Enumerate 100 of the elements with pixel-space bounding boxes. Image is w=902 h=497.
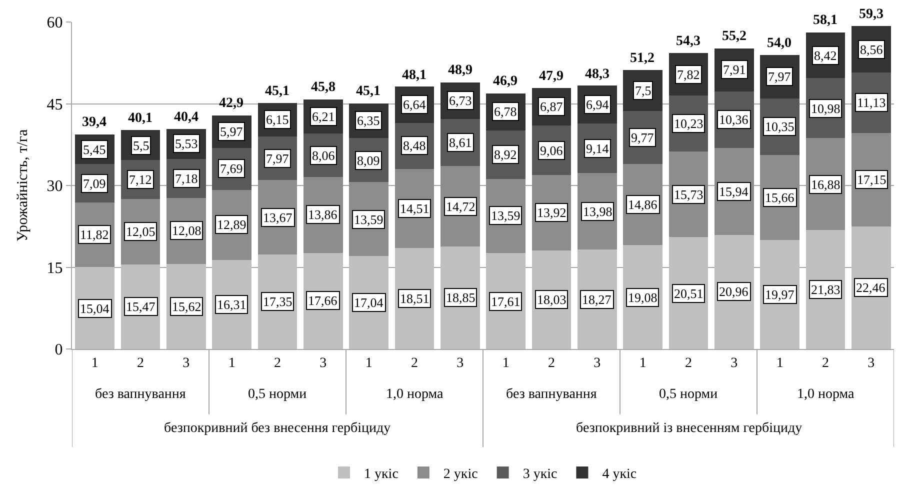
data-label: 21,83: [811, 282, 840, 297]
data-label: 12,89: [217, 217, 246, 232]
data-label: 13,67: [263, 210, 293, 225]
data-label: 18,51: [400, 291, 430, 306]
data-label: 15,73: [674, 187, 704, 202]
data-label: 14,86: [628, 197, 658, 212]
x-tick-label: 3: [320, 356, 327, 371]
data-label: 7,97: [768, 69, 792, 84]
data-label: 6,15: [266, 112, 289, 127]
data-label: 7,09: [83, 176, 106, 191]
data-label: 19,97: [765, 287, 795, 302]
y-tick-label: 60: [46, 14, 63, 32]
total-label: 46,9: [493, 74, 518, 89]
data-label: 11,13: [857, 95, 886, 110]
text: 0,5 норми: [248, 387, 308, 402]
total-label: 48,9: [448, 63, 472, 78]
data-label: 17,61: [491, 294, 520, 309]
data-label: 8,42: [814, 48, 837, 63]
data-label: 7,18: [175, 171, 198, 186]
data-label: 5,5: [133, 138, 150, 153]
data-label: 15,62: [172, 299, 202, 314]
data-label: 13,98: [583, 204, 612, 219]
data-label: 18,85: [446, 290, 476, 305]
text: 0,5 норми: [659, 387, 718, 402]
data-label: 18,03: [537, 292, 566, 307]
data-label: 13,59: [354, 212, 384, 227]
text: безпокривний із внесенням гербіциду: [576, 421, 802, 436]
y-axis-title: Урожайність, т/га: [15, 129, 32, 242]
data-label: 13,92: [537, 205, 566, 220]
data-label: 15,47: [126, 299, 156, 314]
data-label: 7,82: [677, 67, 700, 82]
total-label: 47,9: [539, 69, 564, 84]
data-label: 10,35: [765, 119, 794, 134]
data-label: 7,91: [723, 62, 746, 77]
data-label: 10,36: [719, 112, 749, 127]
total-label: 40,4: [174, 110, 198, 125]
text: безпокривний без внесення гербіциду: [164, 421, 391, 436]
text: без вапнування: [506, 387, 598, 402]
total-label: 39,4: [82, 115, 106, 130]
legend-label: 2 укіс: [443, 466, 478, 482]
data-label: 12,08: [172, 223, 202, 238]
x-tick-label: 1: [365, 356, 372, 371]
total-label: 45,1: [265, 84, 290, 99]
x-tick-label: 1: [639, 356, 646, 371]
total-label: 54,3: [676, 34, 700, 49]
data-label: 22,46: [856, 280, 886, 295]
data-label: 17,35: [263, 294, 292, 309]
x-tick-label: 2: [137, 356, 144, 371]
data-label: 8,06: [312, 148, 336, 163]
data-label: 7,97: [266, 151, 290, 166]
data-label: 18,27: [582, 292, 612, 307]
text: 1,0 норма: [386, 387, 444, 402]
data-label: 8,09: [357, 153, 380, 168]
data-label: 14,72: [446, 199, 476, 214]
data-label: 9,06: [540, 143, 564, 158]
x-tick-label: 3: [594, 356, 601, 371]
y-tick-label: 30: [46, 178, 63, 196]
data-label: 13,59: [491, 208, 520, 223]
total-label: 55,2: [722, 29, 746, 44]
data-label: 5,53: [175, 136, 198, 151]
data-label: 14,51: [400, 201, 430, 216]
total-label: 48,3: [585, 67, 610, 82]
data-label: 10,98: [811, 101, 840, 116]
data-label: 6,78: [494, 104, 517, 119]
x-tick-label: 3: [730, 356, 738, 371]
data-label: 6,21: [312, 109, 335, 124]
text: без вапнування: [95, 387, 186, 402]
legend-label: 3 укіс: [522, 466, 558, 482]
data-label: 15,94: [719, 184, 749, 199]
total-label: 42,9: [219, 96, 244, 111]
data-label: 10,23: [674, 116, 704, 131]
data-label: 8,56: [860, 42, 884, 57]
legend-label: 4 укіс: [602, 466, 637, 482]
data-label: 7,69: [220, 161, 243, 176]
x-tick-label: 3: [456, 356, 464, 371]
data-label: 7,5: [635, 83, 652, 98]
data-label: 8,92: [494, 147, 517, 162]
data-label: 20,51: [674, 286, 704, 301]
x-tick-label: 2: [411, 356, 418, 371]
data-label: 17,04: [354, 295, 384, 310]
x-tick-label: 2: [685, 356, 692, 371]
data-label: 6,94: [586, 97, 610, 112]
total-label: 59,3: [859, 7, 884, 22]
total-label: 45,1: [356, 84, 380, 99]
x-tick-label: 3: [868, 356, 875, 371]
x-tick-label: 1: [228, 356, 236, 371]
x-tick-label: 1: [502, 356, 510, 371]
y-tick-label: 0: [54, 342, 63, 359]
x-tick-label: 2: [274, 356, 281, 371]
total-label: 54,0: [767, 36, 792, 51]
total-label: 48,1: [402, 68, 426, 83]
data-label: 9,14: [586, 141, 610, 156]
data-label: 13,86: [308, 207, 338, 222]
data-label: 17,15: [857, 172, 886, 187]
data-label: 12,05: [126, 224, 156, 239]
data-label: 7,12: [129, 172, 152, 187]
data-label: 15,04: [80, 301, 110, 316]
data-label: 16,88: [811, 177, 840, 192]
y-tick-label: 45: [46, 96, 63, 114]
data-label: 5,45: [83, 142, 106, 157]
